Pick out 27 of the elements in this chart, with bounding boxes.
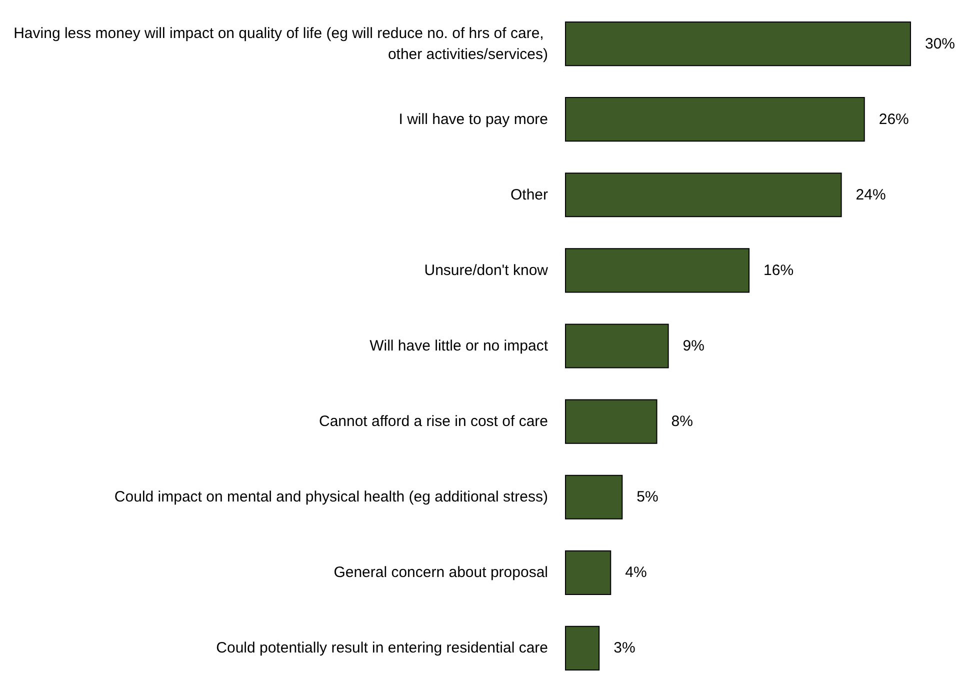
y-tick-label: General concern about proposal — [334, 564, 548, 582]
y-tick-label: I will have to pay more — [398, 110, 548, 128]
data-label: 3% — [614, 640, 636, 657]
bar — [565, 626, 600, 671]
data-label: 16% — [764, 262, 794, 279]
bar — [565, 474, 623, 520]
data-label: 5% — [636, 488, 658, 506]
bar — [565, 324, 669, 368]
data-label: 24% — [856, 186, 886, 204]
data-label: 8% — [671, 413, 693, 430]
y-tick-label: Could potentially result in entering residential care — [216, 640, 548, 657]
y-tick-label: Could impact on mental and physical health (eg additional stress) — [114, 488, 548, 506]
data-label: 4% — [625, 564, 647, 582]
y-tick-label: Having less money will impact on quality of life (eg will reduce no. of hrs of care, other activities/services) — [14, 24, 548, 63]
y-tick-label: Will have little or no impact — [370, 338, 549, 354]
y-tick-label: Cannot afford a rise in cost of care — [318, 413, 548, 430]
data-label: 26% — [878, 110, 909, 128]
bar — [565, 399, 658, 444]
bar — [565, 172, 842, 218]
data-label: 9% — [682, 338, 704, 354]
bar — [565, 550, 612, 595]
y-tick-label: Other — [510, 186, 548, 204]
y-tick-label: Unsure/don't know — [424, 262, 548, 279]
bar — [565, 248, 750, 293]
bar — [565, 21, 911, 66]
bar — [565, 97, 865, 142]
data-label: 30% — [925, 35, 956, 52]
